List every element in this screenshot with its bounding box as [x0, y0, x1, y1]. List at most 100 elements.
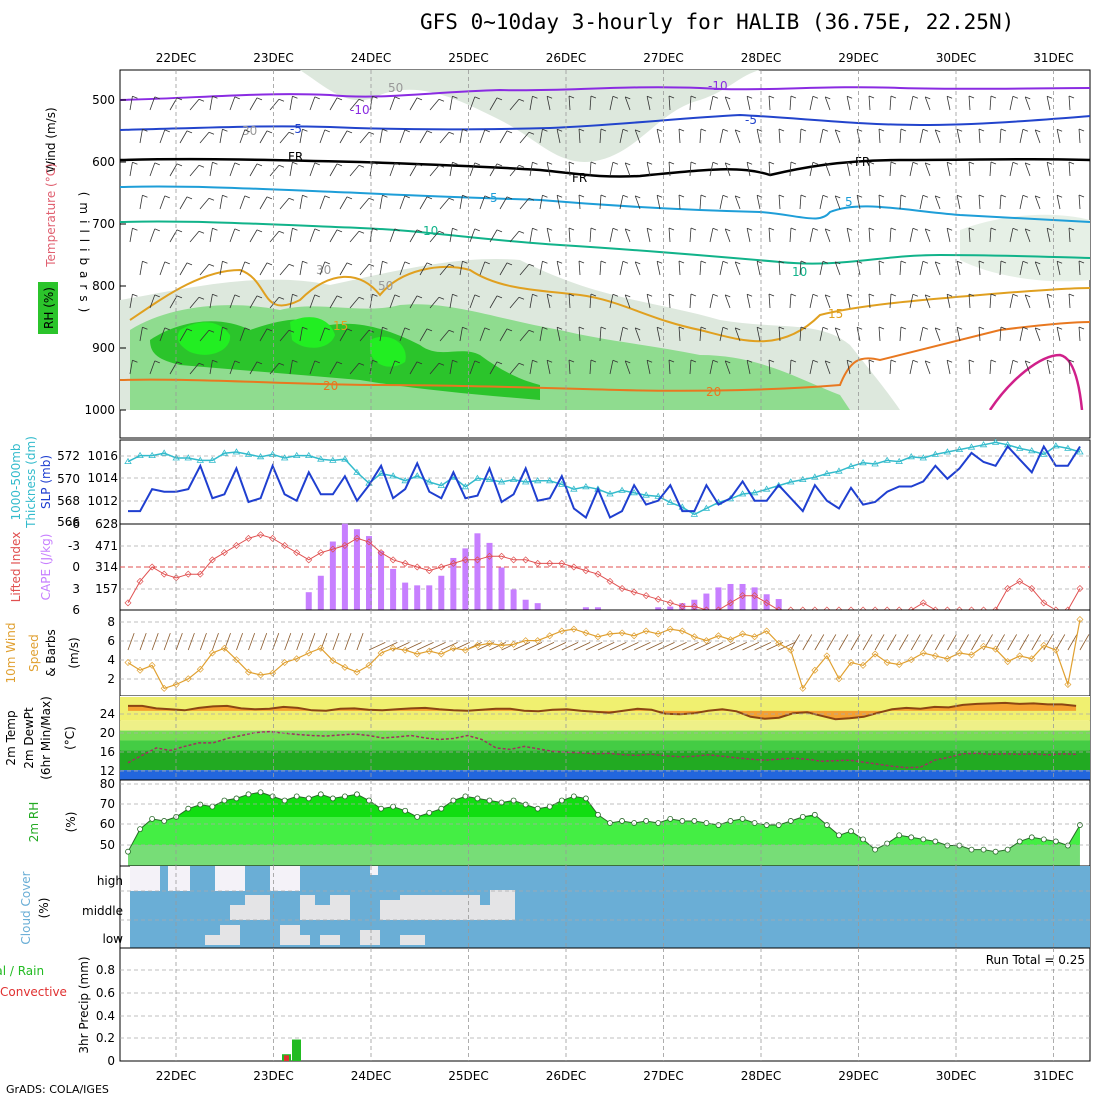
thickness-point	[642, 491, 650, 498]
wind-barb-flag	[768, 359, 775, 363]
contour-label-p5b: 5	[845, 195, 853, 209]
rh2m-point	[872, 846, 878, 853]
wind-barb-flag	[394, 162, 400, 166]
wind-barb	[678, 261, 681, 276]
wind-barb	[824, 360, 831, 375]
wind-barb	[934, 261, 941, 276]
thickness-point	[232, 448, 241, 455]
wind-barb	[389, 96, 396, 111]
wind10m-barb	[344, 632, 352, 651]
wind-barb-flag	[1022, 194, 1029, 198]
wind10m-point	[871, 650, 879, 658]
wind-barb-flag	[890, 161, 897, 165]
wind-barb-flag	[542, 260, 548, 264]
temp-contour-5	[120, 185, 1090, 223]
wind-barb	[529, 96, 533, 111]
rh2m-point	[763, 822, 770, 828]
wind-barb-flag	[1056, 260, 1063, 264]
cloud-ylabel1: Cloud Cover	[19, 871, 33, 944]
wind-barb-flag	[668, 359, 675, 363]
rh2m-point	[534, 805, 541, 812]
thickness-point	[148, 451, 156, 458]
wind-barb-flag	[890, 227, 897, 231]
wind-barb	[349, 99, 360, 111]
wind-barb-flag	[868, 161, 875, 165]
wind-barb-flag	[690, 95, 697, 99]
temp-contour-25	[988, 353, 1084, 410]
wind-barb-flag	[358, 296, 365, 300]
wind-barb	[529, 294, 533, 309]
wind-barb	[824, 162, 831, 177]
li-point	[919, 599, 927, 607]
precip-ylabel1: Total / Rain	[0, 964, 44, 978]
wind10m-barb	[874, 634, 885, 651]
date-label-bottom: 29DEC	[838, 1069, 878, 1083]
rh2m-point	[305, 795, 312, 802]
rh2m-point	[390, 803, 397, 810]
wind10m-point	[1076, 616, 1084, 624]
li-point	[220, 549, 228, 557]
wind-barb-flag	[358, 362, 365, 366]
thickness-point	[847, 462, 855, 469]
wind-barb	[589, 228, 592, 243]
rh2m-point	[703, 820, 710, 826]
wind-ylabel2: Speed	[27, 634, 41, 672]
wind-barb	[129, 96, 133, 111]
wind-barb	[399, 327, 406, 342]
wind-barb-flag	[578, 194, 585, 198]
thickness-point	[702, 504, 711, 511]
wind-barb	[824, 96, 831, 111]
li-point	[486, 552, 493, 560]
wind-barb	[599, 261, 602, 276]
wind-barb-flag	[278, 164, 285, 168]
thickness-point	[497, 478, 506, 485]
wind-barb	[419, 196, 428, 210]
wind-barb	[789, 96, 792, 111]
thickness-point	[184, 454, 192, 461]
wind-barb	[609, 360, 614, 375]
wind-barb-flag	[1056, 326, 1063, 330]
thickness-point	[606, 490, 614, 497]
wind-barb-flag	[324, 129, 330, 133]
rh2m-point	[908, 834, 915, 841]
wind-barb-flag	[646, 227, 653, 231]
thickness-point	[124, 457, 132, 464]
wind-barb-flag	[790, 293, 797, 297]
wind-barb-flag	[336, 361, 343, 365]
wind-barb	[159, 195, 166, 210]
wind-barb-flag	[278, 362, 285, 366]
li-point	[305, 556, 313, 564]
wind-barb	[924, 228, 931, 243]
wind-barb-flag	[164, 261, 170, 265]
wind-barb	[889, 162, 892, 177]
wind-barb	[846, 294, 851, 309]
wind-barb-flag	[690, 293, 697, 297]
rh2m-point	[992, 848, 999, 855]
wind-barb	[799, 129, 802, 144]
rh2m-point	[956, 842, 963, 849]
wind-barb-flag	[725, 360, 731, 364]
rh2m-point	[1077, 822, 1083, 828]
wind-barb-flag	[878, 128, 885, 132]
wind-barb-flag	[846, 95, 853, 99]
wind-barb-flag	[1022, 260, 1029, 264]
y-tick-label: 600	[92, 155, 115, 169]
thickness-point	[353, 468, 361, 475]
wind-barb	[449, 162, 453, 177]
wind-barb-flag	[358, 98, 365, 102]
rh2m-point	[209, 803, 216, 810]
wind-barb-flag	[368, 263, 375, 267]
wind10m-barb	[971, 634, 981, 651]
thickness-point	[919, 454, 928, 461]
wind-barb-flag	[1046, 359, 1053, 363]
wind-barb	[646, 360, 651, 375]
wind10m-point	[618, 629, 626, 637]
wind-barb	[529, 360, 533, 375]
wind-barb-flag	[394, 228, 400, 232]
wind-barb-flag	[292, 227, 298, 231]
rh2m-point	[558, 797, 565, 804]
thickness-point	[967, 443, 976, 450]
wind-barb-flag	[426, 328, 433, 332]
wind-barb	[968, 294, 971, 309]
